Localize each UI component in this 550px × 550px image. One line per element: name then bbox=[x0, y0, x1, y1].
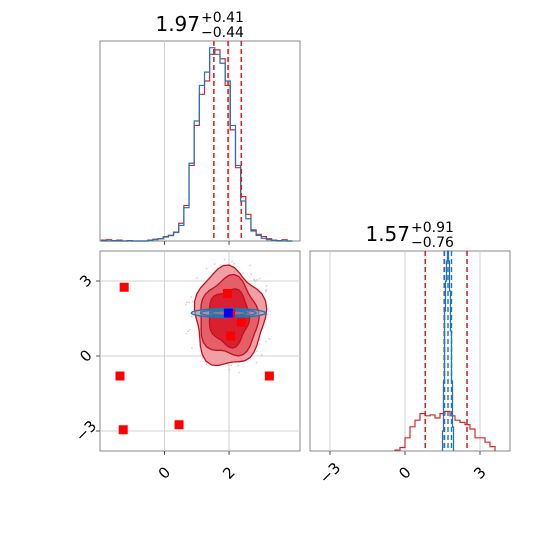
red-point-2 bbox=[118, 425, 128, 435]
panel-title-median: 1.97 bbox=[155, 12, 200, 36]
sample-point bbox=[191, 301, 194, 303]
sample-point bbox=[190, 295, 193, 298]
red-point-7 bbox=[226, 331, 236, 341]
axes-frame bbox=[99, 40, 301, 242]
panel-title-upper: +0.91 bbox=[411, 220, 454, 236]
panel-title-lower: −0.44 bbox=[201, 25, 244, 41]
sample-point bbox=[265, 340, 267, 343]
blue-point-0 bbox=[223, 308, 233, 318]
sample-point bbox=[242, 272, 245, 275]
sample-point bbox=[227, 363, 230, 366]
sample-point bbox=[213, 263, 216, 265]
sample-point bbox=[265, 288, 268, 291]
y-tick-label: 0 bbox=[76, 346, 95, 365]
x-tick-label: −3 bbox=[316, 459, 344, 487]
sample-point bbox=[191, 347, 193, 349]
sample-point bbox=[255, 361, 258, 364]
y-tick-label: −3 bbox=[72, 417, 100, 445]
sample-point bbox=[255, 350, 258, 353]
panel-title-upper: +0.41 bbox=[201, 10, 244, 26]
red-point-5 bbox=[222, 289, 232, 298]
sample-point bbox=[190, 315, 193, 318]
sample-point bbox=[250, 273, 253, 276]
x-tick-label: 0 bbox=[395, 463, 414, 482]
y-tick-label: 3 bbox=[76, 271, 95, 290]
sample-point bbox=[258, 277, 261, 280]
sample-point bbox=[237, 371, 240, 374]
sample-point bbox=[206, 363, 208, 365]
sample-point bbox=[185, 332, 188, 335]
sample-point bbox=[253, 279, 256, 282]
sample-point bbox=[233, 262, 236, 265]
sample-point bbox=[260, 354, 263, 356]
sample-point bbox=[184, 304, 187, 306]
sample-point bbox=[256, 278, 258, 281]
sample-point bbox=[188, 301, 191, 304]
sample-point bbox=[188, 328, 191, 331]
sample-point bbox=[201, 356, 204, 359]
histogram-series-1 bbox=[101, 47, 293, 242]
sample-point bbox=[230, 364, 232, 367]
sample-point bbox=[196, 277, 199, 280]
x-tick-label: 0 bbox=[155, 463, 174, 482]
sample-point bbox=[228, 368, 231, 371]
marginal-histogram-y: 1.57 +0.91 −0.76 −3 0 3 bbox=[309, 220, 511, 487]
red-point-1 bbox=[115, 371, 125, 381]
marginal-histogram-x: 1.97 +0.41 −0.44 bbox=[99, 10, 301, 245]
sample-point bbox=[265, 284, 268, 287]
sample-point bbox=[258, 343, 261, 346]
red-point-4 bbox=[264, 371, 274, 381]
red-point-0 bbox=[119, 282, 129, 292]
red-point-3 bbox=[174, 420, 184, 430]
sample-point bbox=[268, 338, 271, 340]
panel-title-lower: −0.76 bbox=[411, 235, 454, 251]
x-tick-label: 3 bbox=[470, 463, 489, 482]
sample-point bbox=[223, 258, 226, 261]
sample-point bbox=[187, 330, 190, 333]
sample-point bbox=[249, 264, 252, 267]
sample-point bbox=[231, 260, 233, 263]
sample-point bbox=[205, 267, 208, 270]
sample-point bbox=[185, 301, 188, 304]
sample-point bbox=[237, 364, 240, 367]
panel-title-median: 1.57 bbox=[365, 222, 410, 246]
joint-scatter-panel: −3 0 3 0 2 bbox=[72, 250, 301, 483]
red-point-6 bbox=[236, 317, 246, 327]
sample-point bbox=[266, 313, 269, 316]
histogram-series-0 bbox=[100, 49, 293, 242]
x-tick-label: 2 bbox=[219, 463, 238, 482]
axes-frame bbox=[99, 250, 301, 452]
axes-frame bbox=[309, 250, 511, 452]
sample-point bbox=[264, 290, 267, 293]
